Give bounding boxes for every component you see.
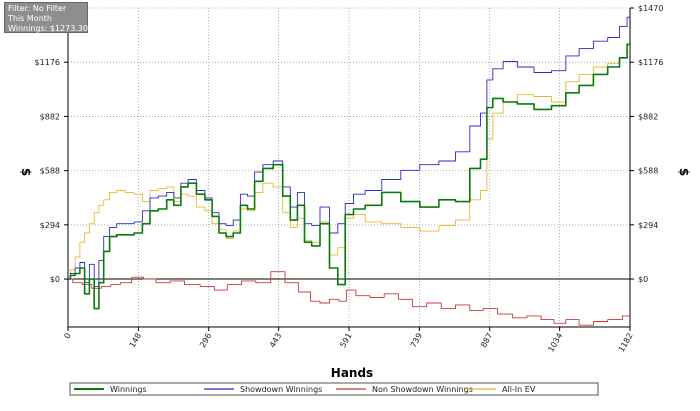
tick-labels: 0 148 296 443 591 739 887 1034 1182$0 $0$294 $294$…	[35, 4, 664, 354]
legend-label-showdown: Showdown Winnings	[240, 385, 322, 394]
legend-box	[69, 382, 599, 396]
y-tick-label-left: $588	[40, 167, 60, 176]
series-lines	[68, 16, 630, 326]
y-axis-title-left: $	[19, 168, 33, 176]
legend-label-non_showdown: Non Showdown Winnings	[372, 385, 473, 394]
y-tick-label-left: $882	[40, 112, 60, 121]
y-tick-label-right: $882	[638, 112, 658, 121]
series-line-showdown	[68, 16, 630, 287]
y-tick-label-right: $1176	[638, 58, 663, 67]
filter-label: Filter: No Filter	[8, 4, 67, 13]
y-tick-label-left: $0	[50, 275, 60, 284]
filter-info-box: Filter: No Filter This Month Winnings: $…	[4, 2, 88, 33]
series-line-allin_ev	[68, 51, 630, 280]
y-tick-label-right: $588	[638, 167, 658, 176]
x-axis-title: Hands	[331, 366, 373, 380]
winnings-total-label: Winnings: $1273.30	[8, 24, 89, 33]
legend-label-winnings: Winnings	[110, 385, 147, 394]
legend: Winnings Showdown Winnings Non Showdown Wi…	[69, 382, 599, 396]
x-tick-label: 0	[62, 332, 72, 341]
y-tick-label-right: $294	[638, 221, 658, 230]
legend-label-allin_ev: All-In EV	[502, 385, 536, 394]
y-tick-label-right: $1470	[638, 4, 663, 13]
y-axis-title-right: $	[677, 168, 691, 176]
series-line-winnings	[68, 43, 630, 310]
y-tick-label-left: $1176	[35, 58, 60, 67]
period-label: This Month	[8, 14, 52, 23]
y-tick-label-right: $0	[638, 275, 648, 284]
y-tick-label-left: $294	[40, 221, 60, 230]
series-line-non_showdown	[68, 271, 630, 326]
